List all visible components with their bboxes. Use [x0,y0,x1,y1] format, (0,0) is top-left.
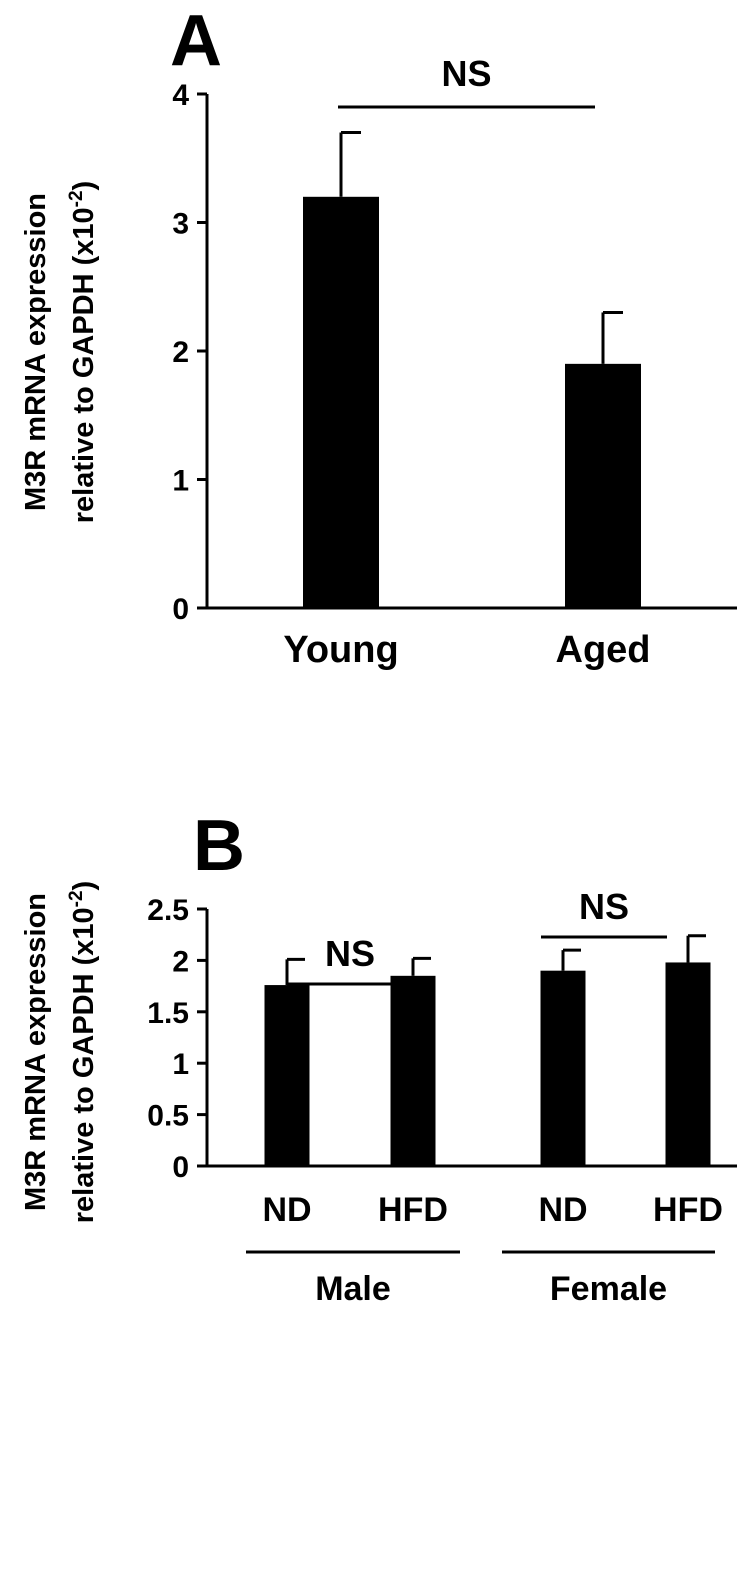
panel-b-y-tick-label: 0 [172,1151,189,1184]
panel-a-y-tick-label: 3 [172,208,189,241]
panel-b-y-tick-label: 1.5 [147,997,189,1030]
panel-a-y-tick-label: 1 [172,465,189,498]
panel-b-x-tick-label: ND [538,1191,587,1229]
panel-b-x-tick-label: ND [262,1191,311,1229]
panel-a-x-tick-label: Aged [556,629,651,671]
panel-a-significance-label: NS [441,53,491,94]
panel-a-y-tick-label: 0 [172,593,189,626]
panel-b-x-tick-label: HFD [653,1191,723,1229]
panel-b-y-axis-label-close: ) [68,881,100,891]
panel-a-bar [565,363,641,608]
panel-a-y-tick-label: 4 [172,79,189,112]
panel-a-bar [303,196,379,609]
panel-b-y-axis-label-text: relative to GAPDH (x10 [68,907,100,1223]
panel-a-y-axis-label-text: relative to GAPDH (x10 [68,207,100,523]
panel-b-bar [390,975,436,1166]
panel-a-y-axis-label-exponent: -2 [66,190,87,207]
panel-a-y-tick-label: 2 [172,336,189,369]
panel-b-group-label: Female [550,1270,667,1308]
panel-b-group-label: Male [315,1270,391,1308]
panel-a-x-tick-label: Young [283,629,398,671]
panel-b-bar [264,985,310,1166]
panel-b-y-axis-label-line2: relative to GAPDH (x10-2) [66,881,100,1223]
panel-a-label: A [170,1,222,81]
panel-b: B M3R mRNA expression relative to GAPDH … [20,806,737,1308]
panel-a-y-axis-label-line1: M3R mRNA expression [20,193,52,511]
panel-b-y-tick-label: 1 [172,1048,189,1081]
panel-b-x-tick-label: HFD [378,1191,448,1229]
panel-b-y-tick-label: 2.5 [147,894,189,927]
panel-a: A M3R mRNA expression relative to GAPDH … [20,1,737,671]
panel-b-y-tick-label: 0.5 [147,1100,189,1133]
panel-a-y-axis-label-line2: relative to GAPDH (x10-2) [66,181,100,523]
panel-b-y-tick-label: 2 [172,945,189,978]
panel-b-y-axis-label-exponent: -2 [66,890,87,907]
panel-b-bar [665,962,711,1166]
panel-b-bar [540,970,586,1166]
panel-a-y-axis-label-close: ) [68,181,100,191]
panel-b-y-axis-label-line1: M3R mRNA expression [20,893,52,1211]
panel-b-significance-label: NS [325,933,375,974]
panel-b-significance-label: NS [579,886,629,927]
panel-b-label: B [193,806,245,886]
